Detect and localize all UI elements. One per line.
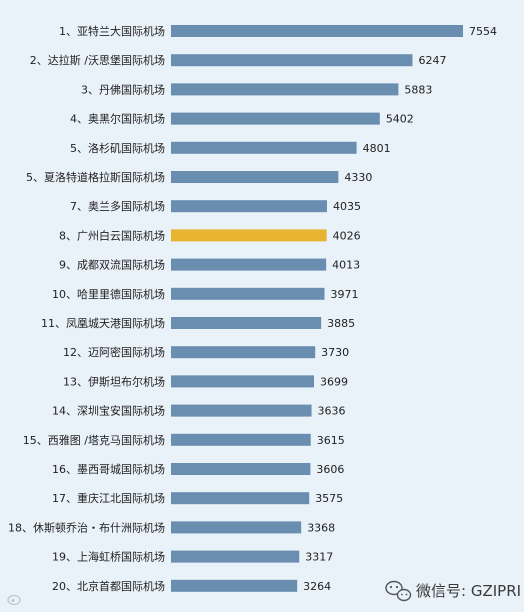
category-label-17: 17、重庆江北国际机场 xyxy=(52,491,165,505)
category-label-5: 5、洛杉矶国际机场 xyxy=(70,141,165,155)
category-label-20: 20、北京首都国际机场 xyxy=(52,579,165,593)
value-label-16: 3606 xyxy=(316,463,344,476)
value-label-11: 3885 xyxy=(327,317,355,330)
value-label-4: 5402 xyxy=(386,113,414,126)
bar-5 xyxy=(171,141,357,154)
wechat-icon xyxy=(385,580,412,602)
bar-8 xyxy=(171,229,327,242)
bar-1 xyxy=(171,25,463,37)
bar-10 xyxy=(171,287,325,300)
value-label-3: 5883 xyxy=(404,83,432,96)
category-label-12: 12、迈阿密国际机场 xyxy=(63,345,165,359)
bar-19 xyxy=(171,550,300,563)
bar-7 xyxy=(171,200,327,213)
category-label-14: 14、深圳宝安国际机场 xyxy=(52,404,165,418)
category-label-1: 1、亚特兰大国际机场 xyxy=(59,24,165,38)
value-label-12: 3730 xyxy=(321,346,349,359)
bars-group xyxy=(171,25,463,592)
category-label-13: 13、伊斯坦布尔机场 xyxy=(63,374,165,388)
value-label-15: 3615 xyxy=(317,434,345,447)
bar-11 xyxy=(171,317,322,329)
bar-2 xyxy=(171,54,413,67)
category-label-3: 3、丹佛国际机场 xyxy=(81,82,165,96)
category-label-4: 4、奥黑尔国际机场 xyxy=(70,112,165,126)
category-label-16: 16、墨西哥城国际机场 xyxy=(52,462,165,476)
value-label-5: 4801 xyxy=(363,142,391,155)
bar-13 xyxy=(171,375,314,388)
weibo-icon xyxy=(7,594,21,606)
value-labels-group: 7554 6247 5883 5402 4801 4330 4035 4026 4013 3971… xyxy=(303,25,497,593)
value-label-1: 7554 xyxy=(469,25,497,38)
bar-4 xyxy=(171,112,380,125)
value-label-20: 3264 xyxy=(303,580,331,593)
weibo-watermark xyxy=(7,594,21,606)
value-label-2: 6247 xyxy=(418,54,446,67)
category-label-9: 9、成都双流国际机场 xyxy=(59,258,165,272)
value-label-9: 4013 xyxy=(332,259,360,272)
bar-17 xyxy=(171,492,310,505)
category-label-15: 15、西雅图 /塔克马国际机场 xyxy=(23,433,165,447)
bar-20 xyxy=(171,579,298,592)
bar-14 xyxy=(171,404,312,417)
category-label-2: 2、达拉斯 /沃思堡国际机场 xyxy=(30,53,165,67)
value-label-10: 3971 xyxy=(330,288,358,301)
value-label-7: 4035 xyxy=(333,200,361,213)
category-label-6: 5、夏洛特道格拉斯国际机场 xyxy=(26,170,165,184)
wechat-watermark: 微信号: GZIPRI xyxy=(385,580,521,602)
category-label-18: 18、休斯顿乔治・布什洲际机场 xyxy=(8,520,165,534)
value-label-17: 3575 xyxy=(315,492,343,505)
value-label-19: 3317 xyxy=(305,551,333,564)
value-label-13: 3699 xyxy=(320,375,348,388)
wechat-id-text: 微信号: GZIPRI xyxy=(416,582,521,600)
value-label-18: 3368 xyxy=(307,521,335,534)
category-labels-group: 1、亚特兰大国际机场 2、达拉斯 /沃思堡国际机场 3、丹佛国际机场 4、奥黑尔国际机… xyxy=(8,24,165,593)
value-label-6: 4330 xyxy=(344,171,372,184)
bar-12 xyxy=(171,346,316,359)
bar-15 xyxy=(171,433,311,446)
value-label-14: 3636 xyxy=(318,405,346,418)
category-label-10: 10、哈里里德国际机场 xyxy=(52,287,165,301)
value-label-8: 4026 xyxy=(333,229,361,242)
category-label-19: 19、上海虹桥国际机场 xyxy=(52,550,165,564)
category-label-8: 8、广州白云国际机场 xyxy=(59,228,165,242)
bar-3 xyxy=(171,83,399,96)
bar-6 xyxy=(171,171,339,183)
category-label-7: 7、奥兰多国际机场 xyxy=(70,199,165,213)
bar-9 xyxy=(171,258,327,271)
category-label-11: 11、凤凰城天港国际机场 xyxy=(41,316,165,330)
bar-16 xyxy=(171,463,311,475)
bar-18 xyxy=(171,521,302,534)
